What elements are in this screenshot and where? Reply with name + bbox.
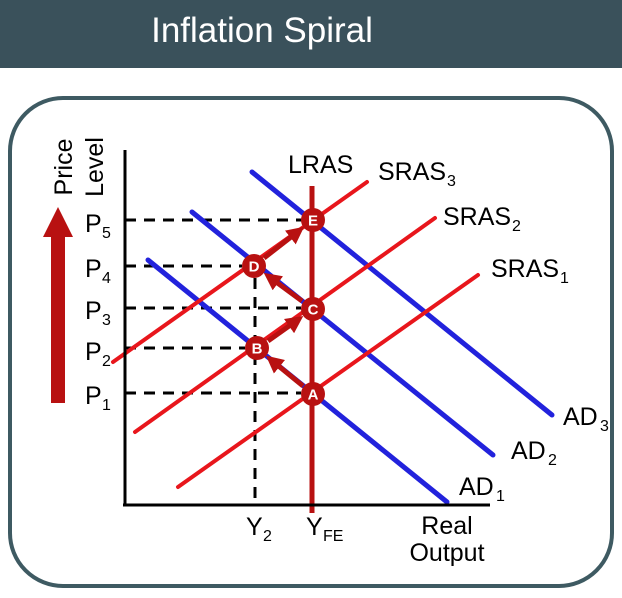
page-title: Inflation Spiral	[151, 11, 373, 50]
diagram-panel	[8, 96, 614, 588]
title-bar: Inflation Spiral	[0, 0, 622, 68]
